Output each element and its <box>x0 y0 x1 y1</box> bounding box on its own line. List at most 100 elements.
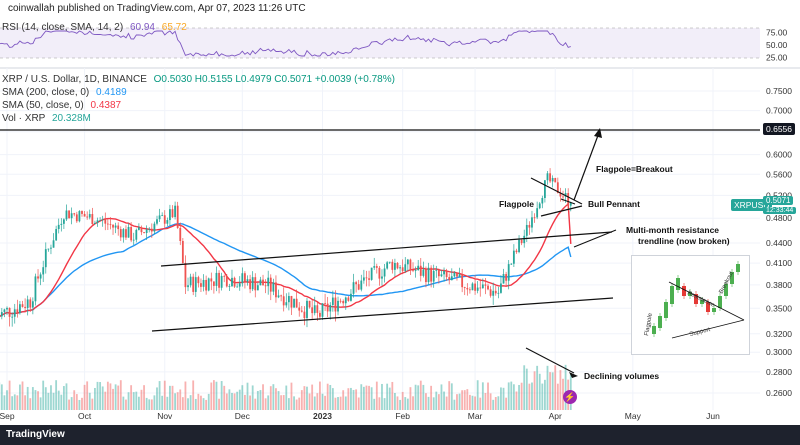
candle-body <box>31 301 34 308</box>
symbol-legend: XRP / U.S. Dollar, 1D, BINANCE O0.5030 H… <box>2 74 395 85</box>
candle-body <box>445 270 448 278</box>
price-tick-label: 0.5600 <box>766 169 792 179</box>
volume-bar <box>533 371 536 410</box>
volume-bar <box>471 395 474 410</box>
candle-body <box>73 213 76 215</box>
volume-bar <box>205 399 208 410</box>
volume-bar <box>365 385 368 410</box>
candle-body <box>409 259 412 271</box>
volume-bar <box>409 387 412 410</box>
candle-body <box>145 229 148 233</box>
volume-bar <box>16 395 19 410</box>
volume-bar <box>290 382 293 410</box>
volume-bar <box>326 383 329 410</box>
volume-bar <box>494 397 497 410</box>
candle-body <box>362 277 365 281</box>
candle-body <box>161 215 164 217</box>
sma50-line <box>0 202 572 317</box>
volume-bar <box>233 393 236 410</box>
volume-bar <box>500 387 502 410</box>
rsi-tick-label: 25.00 <box>766 53 788 63</box>
volume-bar <box>78 399 81 410</box>
candle-body <box>176 205 179 228</box>
candle-body <box>543 180 546 198</box>
candle-body <box>70 213 73 219</box>
candle-body <box>65 210 68 220</box>
annotation-bull-pennant: Bull Pennant <box>588 199 640 209</box>
volume-bar <box>11 396 14 410</box>
volume-bar <box>161 395 164 410</box>
candle-body <box>55 229 58 241</box>
time-tick-label: Mar <box>468 411 483 421</box>
candle-body <box>256 285 259 291</box>
candle-body <box>357 284 360 290</box>
volume-bar <box>306 386 308 410</box>
volume-bar <box>422 384 425 410</box>
candle-body <box>210 278 213 282</box>
candle-body <box>507 264 510 281</box>
volume-bar <box>331 388 334 410</box>
candle-body <box>373 266 376 268</box>
candle-body <box>481 284 484 289</box>
volume-bar <box>378 397 381 410</box>
volume-bar <box>388 387 391 410</box>
candle-body <box>29 299 32 308</box>
volume-bar <box>386 383 389 410</box>
volume-bar <box>244 394 246 410</box>
rsi-band <box>0 28 760 58</box>
volume-bar <box>469 394 471 410</box>
candle-body <box>492 290 495 296</box>
inset-support-line <box>671 319 745 339</box>
tradingview-footer: TradingView <box>0 425 800 445</box>
volume-bar <box>458 393 461 410</box>
candle-body <box>432 270 435 282</box>
volume-bar <box>81 397 83 410</box>
volume-bar <box>298 397 301 410</box>
lightning-icon[interactable]: ⚡ <box>563 390 577 404</box>
volume-bar <box>148 399 151 410</box>
candle-body <box>8 307 11 317</box>
time-axis[interactable]: Sep Oct Nov Dec 2023 Feb Mar Apr May Jun <box>0 411 720 421</box>
volume-bar <box>357 397 360 410</box>
annotation-declining-volumes: Declining volumes <box>584 371 659 381</box>
candle-body <box>246 279 249 282</box>
volume-bar <box>381 383 383 410</box>
candle-body <box>474 283 476 291</box>
candle-body <box>285 302 288 306</box>
candle-body <box>42 267 45 275</box>
candle-body <box>401 267 404 272</box>
candle-body <box>419 265 422 276</box>
annotation-resistance-line1: Multi-month resistance <box>626 225 719 235</box>
volume-bar <box>197 393 200 410</box>
volume-bar <box>450 383 453 410</box>
candle-body <box>272 282 275 292</box>
price-tick-label: 0.3200 <box>766 329 792 339</box>
candle-body <box>119 229 122 238</box>
volume-bar <box>130 385 133 410</box>
inset-candle-body <box>670 286 674 304</box>
candlesticks <box>0 168 572 328</box>
inset-resistance-label: Resistance <box>686 290 716 309</box>
volume-bar <box>127 392 130 410</box>
candle-body <box>106 223 109 225</box>
volume-bar <box>375 381 378 410</box>
annotation-flagpole-breakout: Flagpole=Breakout <box>596 164 673 174</box>
volume-bar <box>443 391 445 410</box>
volume-bar <box>24 395 27 410</box>
volume-bar <box>342 390 345 410</box>
volume-bar <box>29 398 32 410</box>
candle-body <box>326 303 329 312</box>
candle-body <box>430 267 433 282</box>
candle-body <box>350 293 352 301</box>
volume-label: Vol · XRP <box>2 113 46 124</box>
candle-body <box>194 277 197 292</box>
volume-bar <box>192 380 195 410</box>
volume-bar <box>55 380 58 410</box>
rsi-legend: RSI (14, close, SMA, 14, 2) 60.94 65.72 <box>2 22 187 33</box>
volume-bar <box>479 397 482 410</box>
volume-bar <box>300 390 303 410</box>
volume-bar <box>275 388 277 410</box>
volume-bar <box>373 398 376 410</box>
candle-body <box>536 208 539 218</box>
